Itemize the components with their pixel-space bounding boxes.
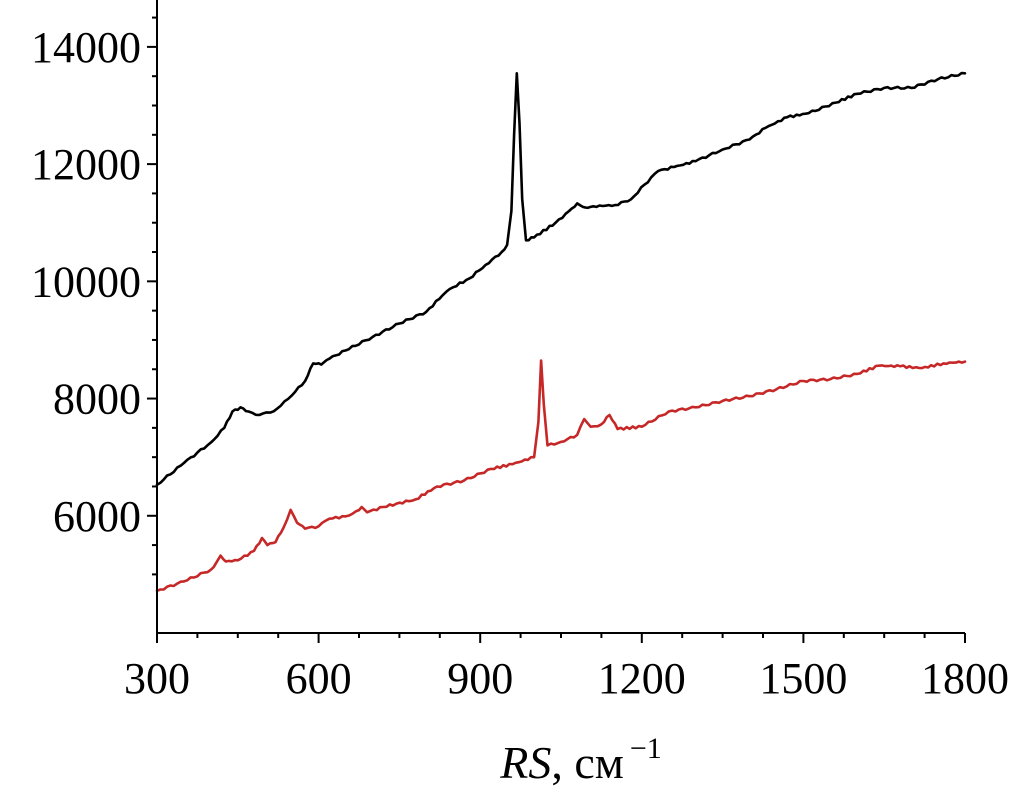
plot-series-group — [155, 71, 967, 593]
x-axis-title-italic: RS — [499, 737, 551, 787]
x-ticks-group: 300 600 900 1200 1500 1800 — [124, 633, 1009, 703]
x-tick-label: 1200 — [598, 654, 686, 703]
x-tick-label: 600 — [286, 654, 352, 703]
x-tick-label: 300 — [124, 654, 190, 703]
y-tick-label: 6000 — [53, 492, 141, 541]
x-axis-title: RS, см −1 — [499, 732, 662, 787]
x-tick-label: 900 — [447, 654, 513, 703]
y-tick-label: 14000 — [31, 23, 141, 72]
y-tick-label: 12000 — [31, 140, 141, 189]
y-tick-label: 8000 — [53, 375, 141, 424]
y-tick-label: 10000 — [31, 257, 141, 306]
x-axis-title-unit: , см — [551, 737, 624, 787]
x-axis-title-superscript: −1 — [630, 732, 662, 765]
y-ticks-group: 6000 8000 10000 12000 14000 — [31, 16, 157, 576]
x-tick-label: 1500 — [759, 654, 847, 703]
series-line-black — [155, 71, 967, 486]
series-line-red — [155, 359, 967, 593]
x-tick-label: 1800 — [921, 654, 1009, 703]
